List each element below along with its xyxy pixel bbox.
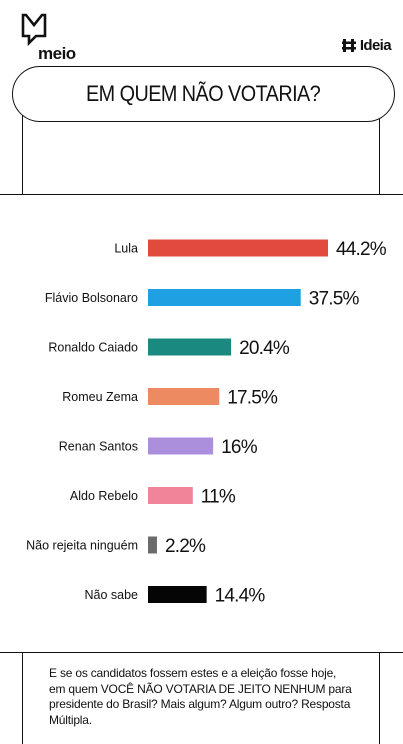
bar: [148, 586, 207, 603]
category-label: Aldo Rebelo: [70, 489, 138, 503]
category-label: Ronaldo Caiado: [48, 341, 138, 355]
frame-top-divider: [0, 194, 403, 196]
category-label: Renan Santos: [59, 440, 138, 454]
value-label: 17.5%: [227, 388, 278, 409]
bar: [148, 437, 214, 455]
bar: [148, 338, 232, 356]
ideia-logo: Ideia: [341, 36, 392, 54]
frame-bottom-divider: [0, 652, 403, 654]
meio-logo-text: meio: [38, 44, 76, 63]
value-label: 14.4%: [215, 586, 266, 607]
value-label: 16%: [221, 437, 258, 458]
meio-logo: meio: [20, 12, 100, 62]
bar: [148, 289, 301, 306]
category-label: Não sabe: [84, 588, 138, 602]
category-label: Lula: [114, 242, 138, 256]
bar: [148, 487, 193, 504]
title-box: EM QUEM NÃO VOTARIA?: [12, 66, 395, 122]
chart-svg: Lula 44.2% Flávio Bolsonaro 37.5% Ronaldo Ca…: [26, 239, 387, 607]
value-label: 20.4%: [239, 338, 290, 359]
value-label: 2.2%: [165, 536, 206, 557]
category-label: Não rejeita ninguém: [26, 539, 138, 553]
bar: [148, 239, 328, 257]
category-label: Flávio Bolsonaro: [45, 291, 138, 305]
meio-logo-mark-icon: [21, 13, 47, 46]
category-label: Romeu Zema: [62, 390, 138, 404]
value-label: 44.2%: [336, 239, 387, 260]
frame-right-line: [379, 110, 381, 194]
ideia-logo-mark-icon: [341, 38, 356, 52]
ideia-logo-text: Ideia: [359, 36, 392, 54]
question-note-text: E se os candidatos fossem estes e a elei…: [49, 666, 352, 727]
bar: [148, 388, 220, 405]
rejection-bar-chart: Lula 44.2% Flávio Bolsonaro 37.5% Ronaldo Ca…: [0, 220, 403, 620]
chart-title: EM QUEM NÃO VOTARIA?: [86, 81, 321, 106]
question-note: E se os candidatos fossem estes e a elei…: [22, 652, 380, 744]
value-label: 11%: [201, 487, 236, 508]
frame-left-line: [22, 110, 24, 194]
bar: [148, 536, 157, 554]
value-label: 37.5%: [309, 289, 360, 310]
